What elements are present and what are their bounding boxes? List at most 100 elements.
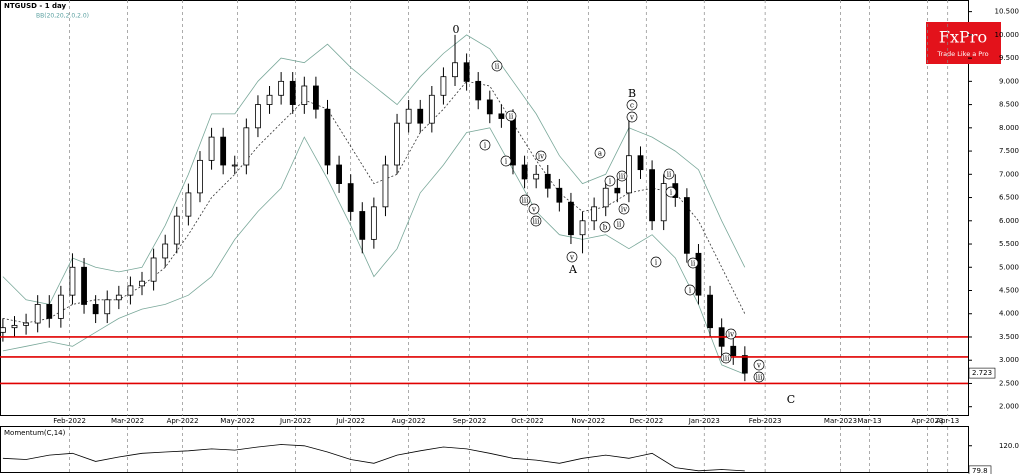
- y-tick-label: 10.000: [995, 31, 1020, 39]
- momentum-value-label: 79.8: [972, 467, 988, 474]
- candle-body: [370, 206, 377, 240]
- x-tick-label: Apr-2023: [911, 417, 943, 425]
- x-tick-label: Dec-2022: [629, 417, 663, 425]
- candle-body: [405, 108, 412, 124]
- y-tick-label: 2.000: [999, 403, 1019, 411]
- candle-body: [486, 99, 493, 115]
- momentum-line: [2, 444, 745, 472]
- candle-body: [730, 345, 737, 356]
- candle-body: [521, 164, 528, 180]
- wave-label: iv: [538, 153, 544, 161]
- y-tick-label: 5.000: [999, 263, 1019, 271]
- wave-label: 0: [453, 23, 460, 36]
- wave-label: i: [670, 189, 673, 197]
- chart-title: NTGUSD - 1 day: [4, 2, 67, 10]
- candle-body: [23, 322, 29, 326]
- y-tick-label: 8.500: [999, 101, 1019, 109]
- x-tick-label: Apr-13: [936, 417, 959, 425]
- x-tick-label: Jun-2022: [279, 417, 311, 425]
- candle-body: [115, 294, 122, 301]
- candle-body: [591, 206, 598, 222]
- wave-circle: [753, 359, 765, 371]
- wave-circle: [753, 371, 765, 383]
- y-tick-label: 4.000: [999, 310, 1019, 318]
- wave-label: iv: [621, 206, 627, 214]
- candle-body: [614, 187, 621, 194]
- wave-label: v: [756, 362, 761, 370]
- candle-body: [463, 62, 470, 82]
- x-tick-label: Mar-13: [857, 417, 881, 425]
- wave-circle: [663, 168, 675, 180]
- candle-body: [683, 197, 690, 254]
- candle-body: [220, 136, 227, 166]
- candle-body: [150, 257, 157, 282]
- wave-label: c: [630, 102, 634, 110]
- candle-body: [440, 76, 447, 96]
- y-tick-label: 8.000: [999, 124, 1019, 132]
- wave-label: v: [569, 254, 574, 262]
- logo-name[interactable]: FxPro: [939, 28, 987, 47]
- wave-label: iii: [756, 374, 763, 382]
- x-tick-label: Feb-2023: [749, 417, 782, 425]
- wave-circle: [687, 257, 699, 269]
- momentum-value-box: [968, 465, 992, 474]
- wave-label: A: [568, 263, 578, 276]
- wave-circle: [665, 186, 677, 198]
- x-tick-label: Aug-2022: [392, 417, 426, 425]
- x-tick-label: Apr-2022: [167, 417, 199, 425]
- momentum-frame: [0, 426, 969, 473]
- candle-body: [336, 164, 342, 184]
- y-tick-label: 9.500: [999, 54, 1019, 62]
- x-tick-label: Mar-2023: [824, 417, 857, 425]
- candle-body: [324, 108, 331, 166]
- candle-body: [347, 183, 354, 212]
- y-tick-label: 7.000: [999, 170, 1019, 178]
- candle-body: [185, 192, 192, 217]
- wave-circle: [528, 203, 540, 215]
- candle-body: [46, 304, 53, 319]
- candle-body: [162, 243, 169, 259]
- candle-body: [57, 294, 64, 319]
- candle-body: [0, 327, 6, 333]
- wave-label: iii: [533, 218, 540, 226]
- candle-body: [34, 304, 41, 324]
- band-upper: [2, 34, 746, 305]
- wave-label: B: [628, 87, 636, 100]
- wave-label: a: [598, 150, 602, 158]
- x-tick-label: Nov-2022: [571, 417, 605, 425]
- wave-label: i: [689, 287, 692, 295]
- candle-body: [428, 94, 435, 124]
- wave-circle: [626, 99, 638, 111]
- x-tick-label: Jul-2022: [335, 417, 365, 425]
- wave-label: iii: [723, 355, 730, 363]
- y-tick-label: 4.500: [999, 287, 1019, 295]
- candle-body: [139, 280, 145, 287]
- x-tick-label: Sep-2022: [453, 417, 487, 425]
- logo-tagline[interactable]: Trade Like a Pro: [936, 50, 988, 58]
- candle-body: [556, 187, 563, 203]
- candle-body: [707, 294, 713, 329]
- candle-body: [104, 299, 111, 315]
- wave-label: i: [505, 158, 508, 166]
- candle-body: [255, 104, 261, 129]
- wave-circle: [599, 221, 611, 233]
- wave-label: b: [603, 224, 608, 232]
- logo[interactable]: [926, 22, 1001, 64]
- y-tick-label: 10.500: [995, 8, 1020, 16]
- wave-circle: [500, 155, 512, 167]
- candle-body: [660, 183, 667, 222]
- candle-body: [81, 266, 87, 305]
- wave-label: i: [609, 178, 612, 186]
- y-tick-label: 3.500: [999, 333, 1019, 341]
- candle-body: [359, 211, 366, 240]
- candle-body: [394, 122, 400, 166]
- candle-body: [602, 187, 609, 208]
- last-price-label: 2.723: [972, 369, 992, 377]
- y-tick-label: 120.0: [999, 442, 1019, 450]
- candle-body: [289, 80, 296, 105]
- wave-label: iii: [619, 173, 626, 181]
- wave-label: v: [629, 114, 634, 122]
- candle-body: [301, 85, 308, 105]
- wave-circle: [479, 139, 491, 151]
